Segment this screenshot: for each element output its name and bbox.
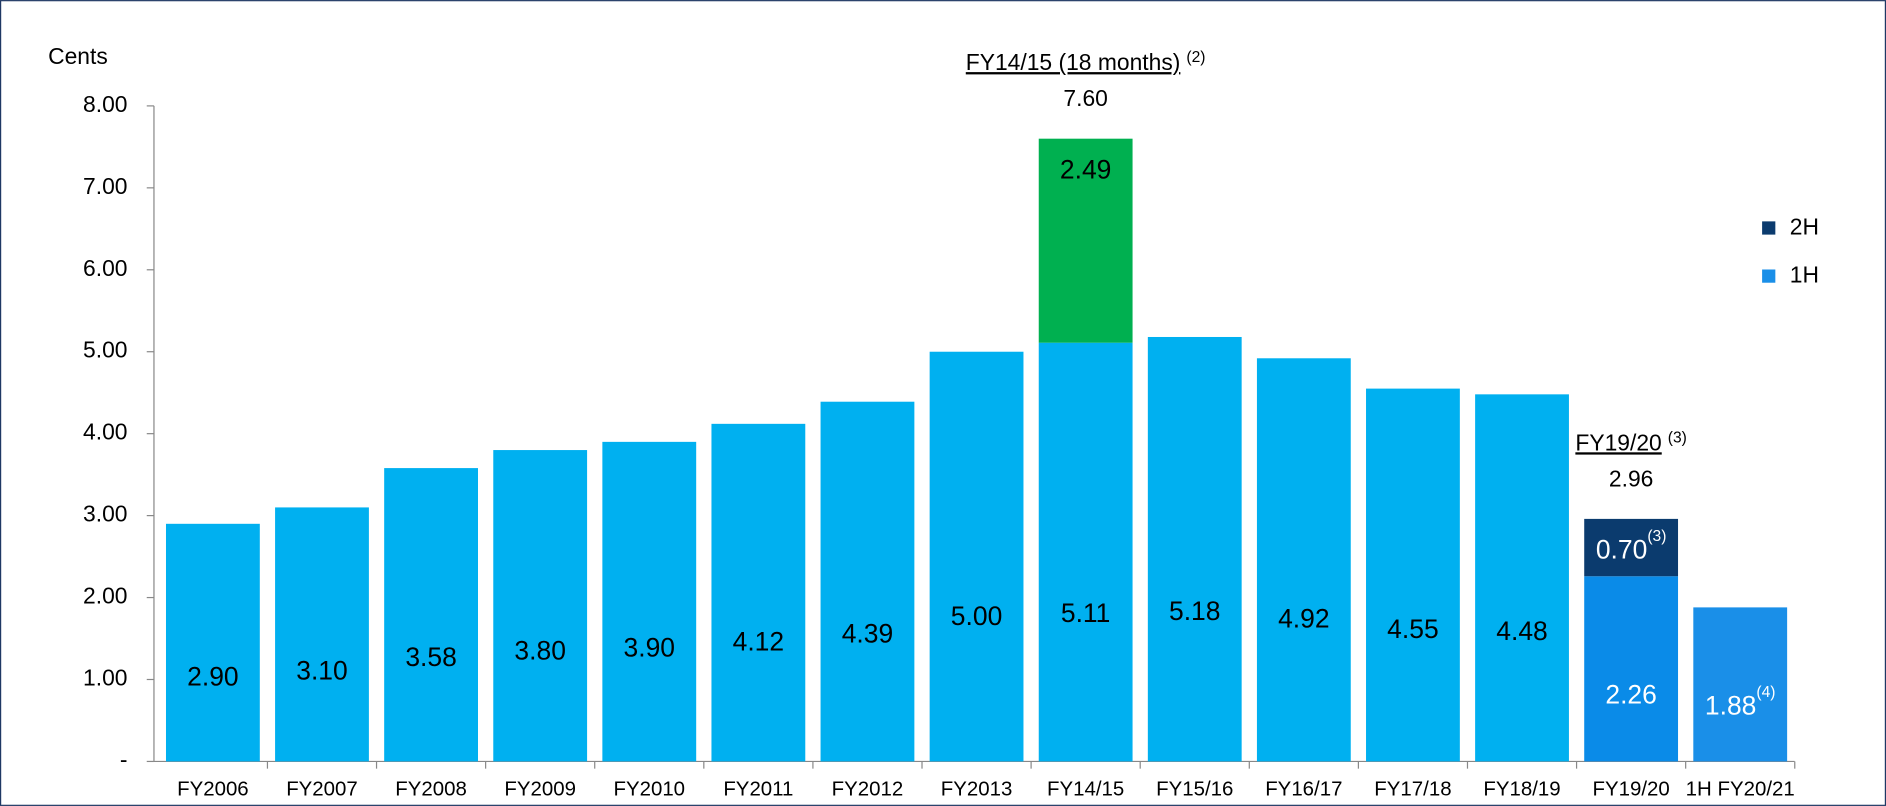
annotation-note: (2) [1186,49,1205,66]
value-label-text: 5.11 [1061,598,1111,628]
x-tick-label: FY2013 [941,778,1013,801]
x-tick-label: FY2012 [832,778,904,801]
value-label-text: 4.12 [733,626,785,656]
value-label: 4.48 [1496,616,1547,646]
legend-label: 1H [1790,262,1819,288]
value-label-text: 2.26 [1605,680,1656,710]
value-label: 3.10 [296,656,348,686]
bar [493,450,588,762]
annotation-total: 7.60 [1063,85,1107,111]
x-tick-label: FY2007 [286,778,358,801]
bar [1475,394,1569,762]
bar [1584,518,1679,577]
y-tick-label: 8.00 [83,91,127,117]
bar [929,351,1024,762]
x-tick-label: FY14/15 [1047,778,1124,801]
legend-label: 2H [1790,214,1819,240]
x-tick-label: FY19/20 [1592,778,1669,801]
value-label-text: 4.92 [1278,603,1330,633]
value-label: 5.11 [1061,598,1111,628]
y-tick-label: 4.00 [83,419,127,445]
y-tick-label: 7.00 [83,173,127,199]
value-label: 4.55 [1387,614,1438,644]
value-label-text: 3.10 [296,656,348,686]
annotation: FY14/15 (18 months) (2) [966,49,1206,75]
x-tick-label: FY15/16 [1156,778,1233,801]
bar [1038,138,1133,343]
value-label: 3.58 [405,642,456,672]
value-label-text: 3.80 [514,635,566,665]
annotation-total: 2.96 [1609,465,1653,491]
bar [1256,358,1351,762]
x-tick-label: FY16/17 [1265,778,1342,801]
value-label-text: 4.48 [1496,616,1547,646]
annotation-label: FY19/20 [1575,429,1661,455]
value-label-text: 1.88 [1705,691,1757,721]
annotation-note: (3) [1668,429,1687,446]
value-label: 2.90 [187,661,239,691]
value-label-text: 4.39 [842,619,894,649]
y-tick-label: 3.00 [83,501,127,527]
bar [1584,576,1679,762]
value-note: (3) [1647,528,1666,545]
y-tick-label: 5.00 [83,337,127,363]
value-label: 3.90 [624,633,676,663]
annotation: FY19/20 (3) [1575,429,1686,455]
value-label-text: 2.90 [187,661,239,691]
value-label: 5.18 [1169,596,1221,626]
y-tick-label: 1.00 [83,665,127,691]
x-tick-label: FY2010 [613,778,685,801]
bar [165,523,260,762]
value-note: (4) [1756,684,1775,701]
x-tick-label: FY2009 [504,778,576,801]
value-label: 0.70(3) [1596,528,1667,564]
value-label: 3.80 [514,635,566,665]
value-label: 4.92 [1278,603,1330,633]
bar [1147,336,1242,762]
value-label-text: 5.00 [951,601,1003,631]
bar [602,441,697,762]
legend-swatch [1762,221,1776,235]
bar [1693,607,1788,762]
value-label-text: 5.18 [1169,596,1221,626]
annotation-label: FY14/15 (18 months) [966,49,1181,75]
value-label: 4.12 [733,626,785,656]
value-label-text: 4.55 [1387,614,1438,644]
x-tick-label: FY17/18 [1374,778,1451,801]
x-tick-label: 1H FY20/21 [1686,778,1795,801]
y-tick-label: 2.00 [83,583,127,609]
bar [820,401,915,762]
value-label: 1.88(4) [1705,684,1776,720]
value-label-text: 3.58 [405,642,456,672]
value-label: 2.49 [1060,154,1112,184]
value-label: 4.39 [842,619,894,649]
legend-swatch [1762,269,1776,283]
bar [1366,388,1460,762]
y-tick-label: - [120,746,128,772]
bar [275,507,369,762]
x-tick-label: FY18/19 [1483,778,1560,801]
y-axis-label: Cents [48,43,108,69]
value-label-text: 2.49 [1060,154,1112,184]
x-tick-label: FY2011 [723,778,793,801]
value-label-text: 0.70 [1596,535,1648,565]
bar [384,468,478,762]
bar [1038,342,1133,762]
value-label: 2.26 [1605,680,1656,710]
bar [711,423,806,762]
x-tick-label: FY2008 [395,778,467,801]
x-tick-label: FY2006 [177,778,249,801]
y-tick-label: 6.00 [83,255,127,281]
value-label-text: 3.90 [624,633,676,663]
value-label: 5.00 [951,601,1003,631]
